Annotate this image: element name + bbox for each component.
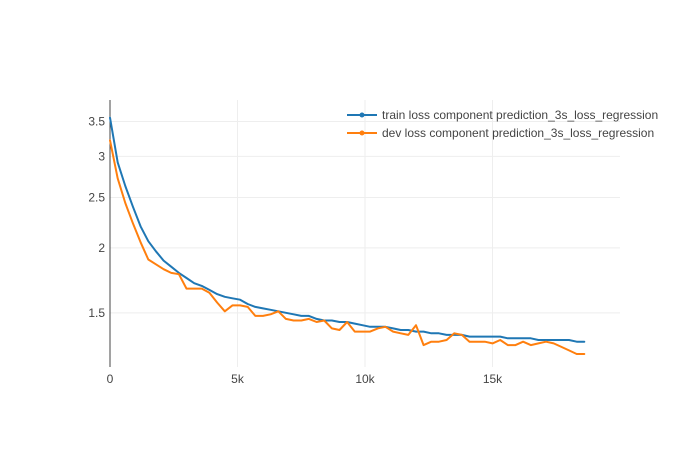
x-tick-label: 10k [355,372,375,386]
legend-label: dev loss component prediction_3s_loss_re… [382,126,654,140]
y-tick-label: 3.5 [88,115,105,129]
x-tick-label: 0 [107,372,114,386]
y-tick-label: 1.5 [88,306,105,320]
legend-marker [359,112,365,118]
y-tick-label: 2 [98,241,105,255]
y-tick-label: 3 [98,149,105,163]
legend-item-train[interactable]: train loss component prediction_3s_loss_… [347,108,658,122]
x-tick-label: 15k [483,372,503,386]
x-tick-label: 5k [231,372,245,386]
series-line-train [109,116,586,343]
series-line-dev [109,139,586,355]
series-lines [109,116,586,355]
legend-item-dev[interactable]: dev loss component prediction_3s_loss_re… [347,126,654,140]
legend-label: train loss component prediction_3s_loss_… [382,108,658,122]
tick-labels: 0 5k 10k 15k 1.5 2 2.5 3 3.5 [88,115,503,386]
legend[interactable]: train loss component prediction_3s_loss_… [347,108,658,140]
grid [110,100,620,367]
legend-marker [359,130,365,136]
y-tick-label: 2.5 [88,190,105,204]
